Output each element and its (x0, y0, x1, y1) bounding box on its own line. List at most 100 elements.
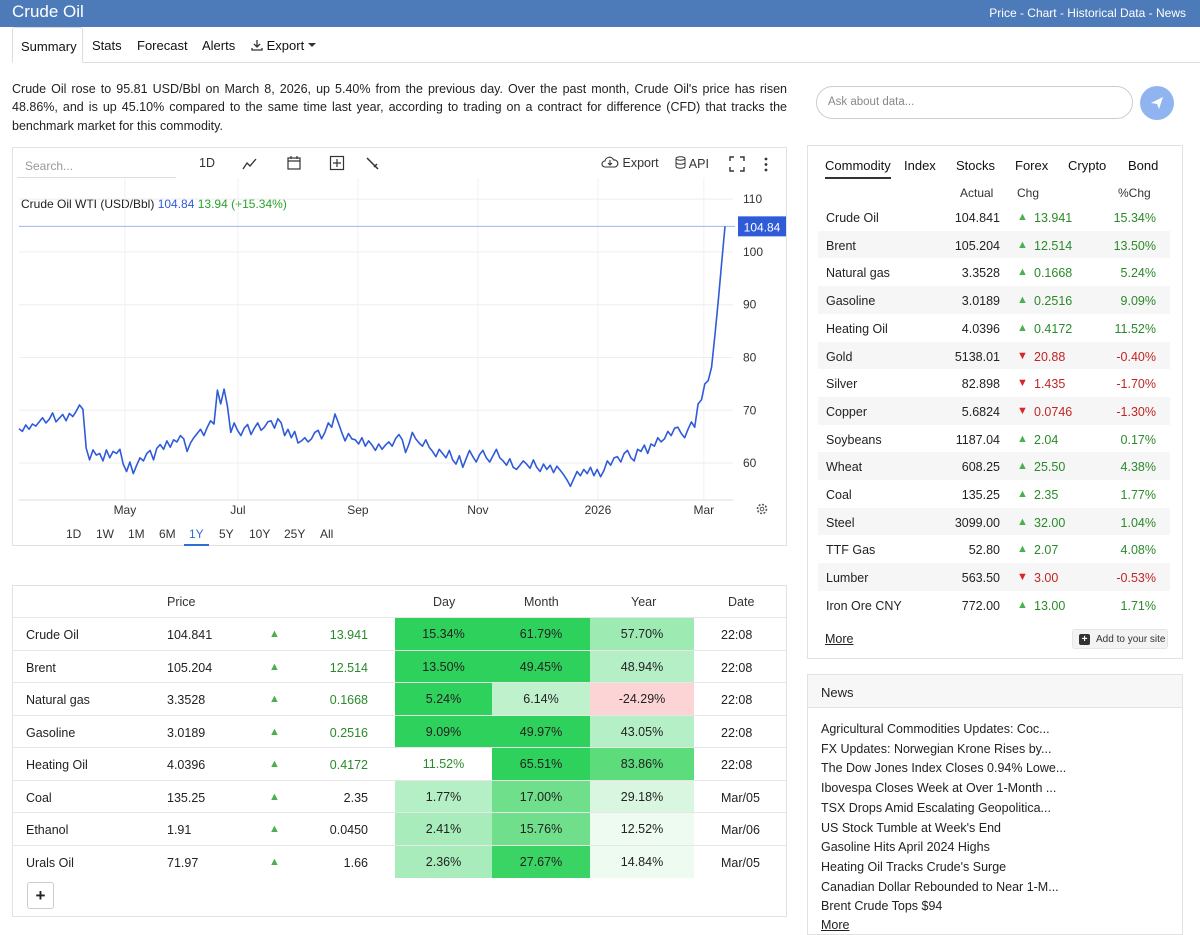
calendar-icon[interactable] (286, 155, 302, 171)
market-row[interactable]: Brent 105.204 ▲ 12.514 13.50% (818, 230, 1170, 259)
news-item[interactable]: FX Updates: Norwegian Krone Rises by... (821, 741, 1052, 756)
tab-summary[interactable]: Summary (12, 27, 83, 63)
y-tick-label: 60 (743, 456, 757, 470)
market-row[interactable]: Coal 135.25 ▲ 2.35 1.77% (818, 480, 1170, 508)
header-links[interactable]: Price - Chart - Historical Data - News (989, 6, 1186, 20)
arrow-up-icon: ▲ (1017, 598, 1028, 611)
api-button[interactable]: API (675, 156, 709, 171)
news-item[interactable]: Heating Oil Tracks Crude's Surge (821, 859, 1007, 874)
range-1d[interactable]: 1D (66, 527, 82, 541)
market-actual: 5.6824 (961, 404, 1000, 419)
tab-commodity[interactable]: Commodity (825, 158, 891, 179)
add-to-site-button[interactable]: + Add to your site (1072, 629, 1168, 649)
table-row[interactable]: Natural gas 3.3528 ▲ 0.1668 5.24% 6.14% -24.29… (13, 682, 786, 716)
news-more-link[interactable]: More (821, 918, 850, 932)
y-tick-label: 110 (743, 192, 762, 206)
range-6m[interactable]: 6M (159, 527, 176, 541)
row-name: Natural gas (26, 693, 90, 707)
line-chart-icon[interactable] (242, 157, 258, 171)
tab-stats[interactable]: Stats (92, 38, 122, 53)
tab-stocks[interactable]: Stocks (956, 158, 996, 173)
table-row[interactable]: Urals Oil 71.97 ▲ 1.66 2.36% 27.67% 14.84% Mar/… (13, 844, 786, 878)
table-row[interactable]: Brent 105.204 ▲ 12.514 13.50% 49.45% 48.94% 22:… (13, 649, 786, 683)
arrow-down-icon: ▼ (1017, 349, 1028, 362)
table-row[interactable]: Heating Oil 4.0396 ▲ 0.4172 11.52% 65.51% 83.8… (13, 747, 786, 781)
wrench-icon[interactable] (365, 156, 380, 171)
market-row[interactable]: Soybeans 1187.04 ▲ 2.04 0.17% (818, 425, 1170, 453)
market-chg: 2.35 (1034, 488, 1059, 502)
market-row[interactable]: TTF Gas 52.80 ▲ 2.07 4.08% (818, 535, 1170, 563)
range-all[interactable]: All (320, 527, 334, 541)
price-chart[interactable]: 60 70 80 90 100 110 May Jul Sep Nov 2026 Mar 104.84 (13, 148, 786, 526)
settings-icon[interactable] (756, 503, 768, 515)
news-item[interactable]: Gasoline Hits April 2024 Highs (821, 840, 990, 855)
table-row[interactable]: Gasoline 3.0189 ▲ 0.2516 9.09% 49.97% 43.05% 22… (13, 714, 786, 748)
tab-alerts[interactable]: Alerts (202, 38, 236, 53)
market-row[interactable]: Steel 3099.00 ▲ 32.00 1.04% (818, 507, 1170, 536)
market-row[interactable]: Natural gas 3.3528 ▲ 0.1668 5.24% (818, 258, 1170, 286)
arrow-up-icon: ▲ (1017, 543, 1028, 556)
tab-forex[interactable]: Forex (1015, 158, 1049, 173)
news-item[interactable]: Ibovespa Closes Week at Over 1-Month ... (821, 781, 1057, 796)
tab-crypto[interactable]: Crypto (1068, 158, 1107, 173)
more-vertical-icon[interactable] (763, 157, 769, 172)
add-row-button[interactable]: + (27, 882, 54, 909)
news-item[interactable]: The Dow Jones Index Closes 0.94% Lowe... (821, 761, 1067, 776)
market-row[interactable]: Iron Ore CNY 772.00 ▲ 13.00 1.71% (818, 591, 1170, 619)
row-month: 27.67% (492, 845, 590, 878)
market-row[interactable]: Copper 5.6824 ▼ 0.0746 -1.30% (818, 396, 1170, 425)
news-item[interactable]: Brent Crude Tops $94 (821, 899, 943, 914)
range-10y[interactable]: 10Y (249, 527, 271, 541)
market-actual: 82.898 (961, 377, 1000, 392)
row-chg: 1.66 (343, 855, 368, 870)
ask-input[interactable]: Ask about data... (816, 86, 1133, 119)
row-day: 13.50% (395, 650, 492, 683)
add-indicator-icon[interactable] (329, 155, 345, 171)
arrow-up-icon: ▲ (1017, 294, 1028, 307)
range-25y[interactable]: 25Y (284, 527, 306, 541)
table-row[interactable]: Crude Oil 104.841 ▲ 13.941 15.34% 61.79% 57.70… (13, 617, 786, 651)
tab-index[interactable]: Index (904, 158, 936, 173)
table-row[interactable]: Ethanol 1.91 ▲ 0.0450 2.41% 15.76% 12.52% Mar/0… (13, 812, 786, 846)
arrow-up-icon: ▲ (1017, 432, 1028, 445)
news-item[interactable]: Canadian Dollar Rebounded to Near 1-M... (821, 879, 1059, 894)
fullscreen-icon[interactable] (729, 156, 745, 172)
header-actual: Actual (960, 186, 994, 200)
arrow-up-icon: ▲ (269, 823, 280, 835)
market-row[interactable]: Lumber 563.50 ▼ 3.00 -0.53% (818, 563, 1170, 591)
row-date: 22:08 (721, 660, 753, 675)
market-row[interactable]: Heating Oil 4.0396 ▲ 0.4172 11.52% (818, 314, 1170, 342)
range-5y[interactable]: 5Y (219, 527, 234, 541)
tab-forecast[interactable]: Forecast (137, 38, 188, 53)
row-price: 3.0189 (167, 725, 206, 740)
market-chg: 32.00 (1034, 515, 1066, 530)
row-chg: 13.941 (329, 628, 368, 642)
last-price-badge (738, 216, 786, 237)
news-item[interactable]: TSX Drops Amid Escalating Geopolitica... (821, 800, 1051, 815)
col-year: Year (631, 595, 657, 609)
range-1m[interactable]: 1M (128, 527, 145, 541)
market-row[interactable]: Silver 82.898 ▼ 1.435 -1.70% (818, 369, 1170, 397)
legend-name: Crude Oil WTI (USD/Bbl) (21, 197, 155, 211)
tab-bond[interactable]: Bond (1128, 158, 1159, 173)
range-1w[interactable]: 1W (96, 527, 114, 541)
send-button[interactable] (1140, 86, 1174, 120)
range-1y[interactable]: 1Y (184, 527, 209, 546)
chart-export-button[interactable]: Export (601, 156, 659, 170)
x-tick-label: Nov (467, 503, 488, 517)
tab-export[interactable]: Export (251, 38, 316, 53)
market-row[interactable]: Crude Oil 104.841 ▲ 13.941 15.34% (818, 203, 1170, 231)
price-series-line[interactable] (18, 226, 726, 488)
news-item[interactable]: Agricultural Commodities Updates: Coc... (821, 722, 1050, 736)
market-row[interactable]: Gold 5138.01 ▼ 20.88 -0.40% (818, 341, 1170, 370)
market-actual: 5138.01 (954, 349, 1000, 364)
chart-search-input[interactable]: Search... (25, 159, 74, 173)
market-actual: 4.0396 (961, 321, 1000, 336)
market-row[interactable]: Wheat 608.25 ▲ 25.50 4.38% (818, 452, 1170, 480)
interval-button[interactable]: 1D (199, 156, 215, 170)
market-pct: 13.50% (1113, 238, 1156, 253)
table-row[interactable]: Coal 135.25 ▲ 2.35 1.77% 17.00% 29.18% Mar/05 (13, 779, 786, 813)
market-more-link[interactable]: More (825, 632, 854, 646)
market-row[interactable]: Gasoline 3.0189 ▲ 0.2516 9.09% (818, 286, 1170, 314)
news-item[interactable]: US Stock Tumble at Week's End (821, 820, 1002, 835)
